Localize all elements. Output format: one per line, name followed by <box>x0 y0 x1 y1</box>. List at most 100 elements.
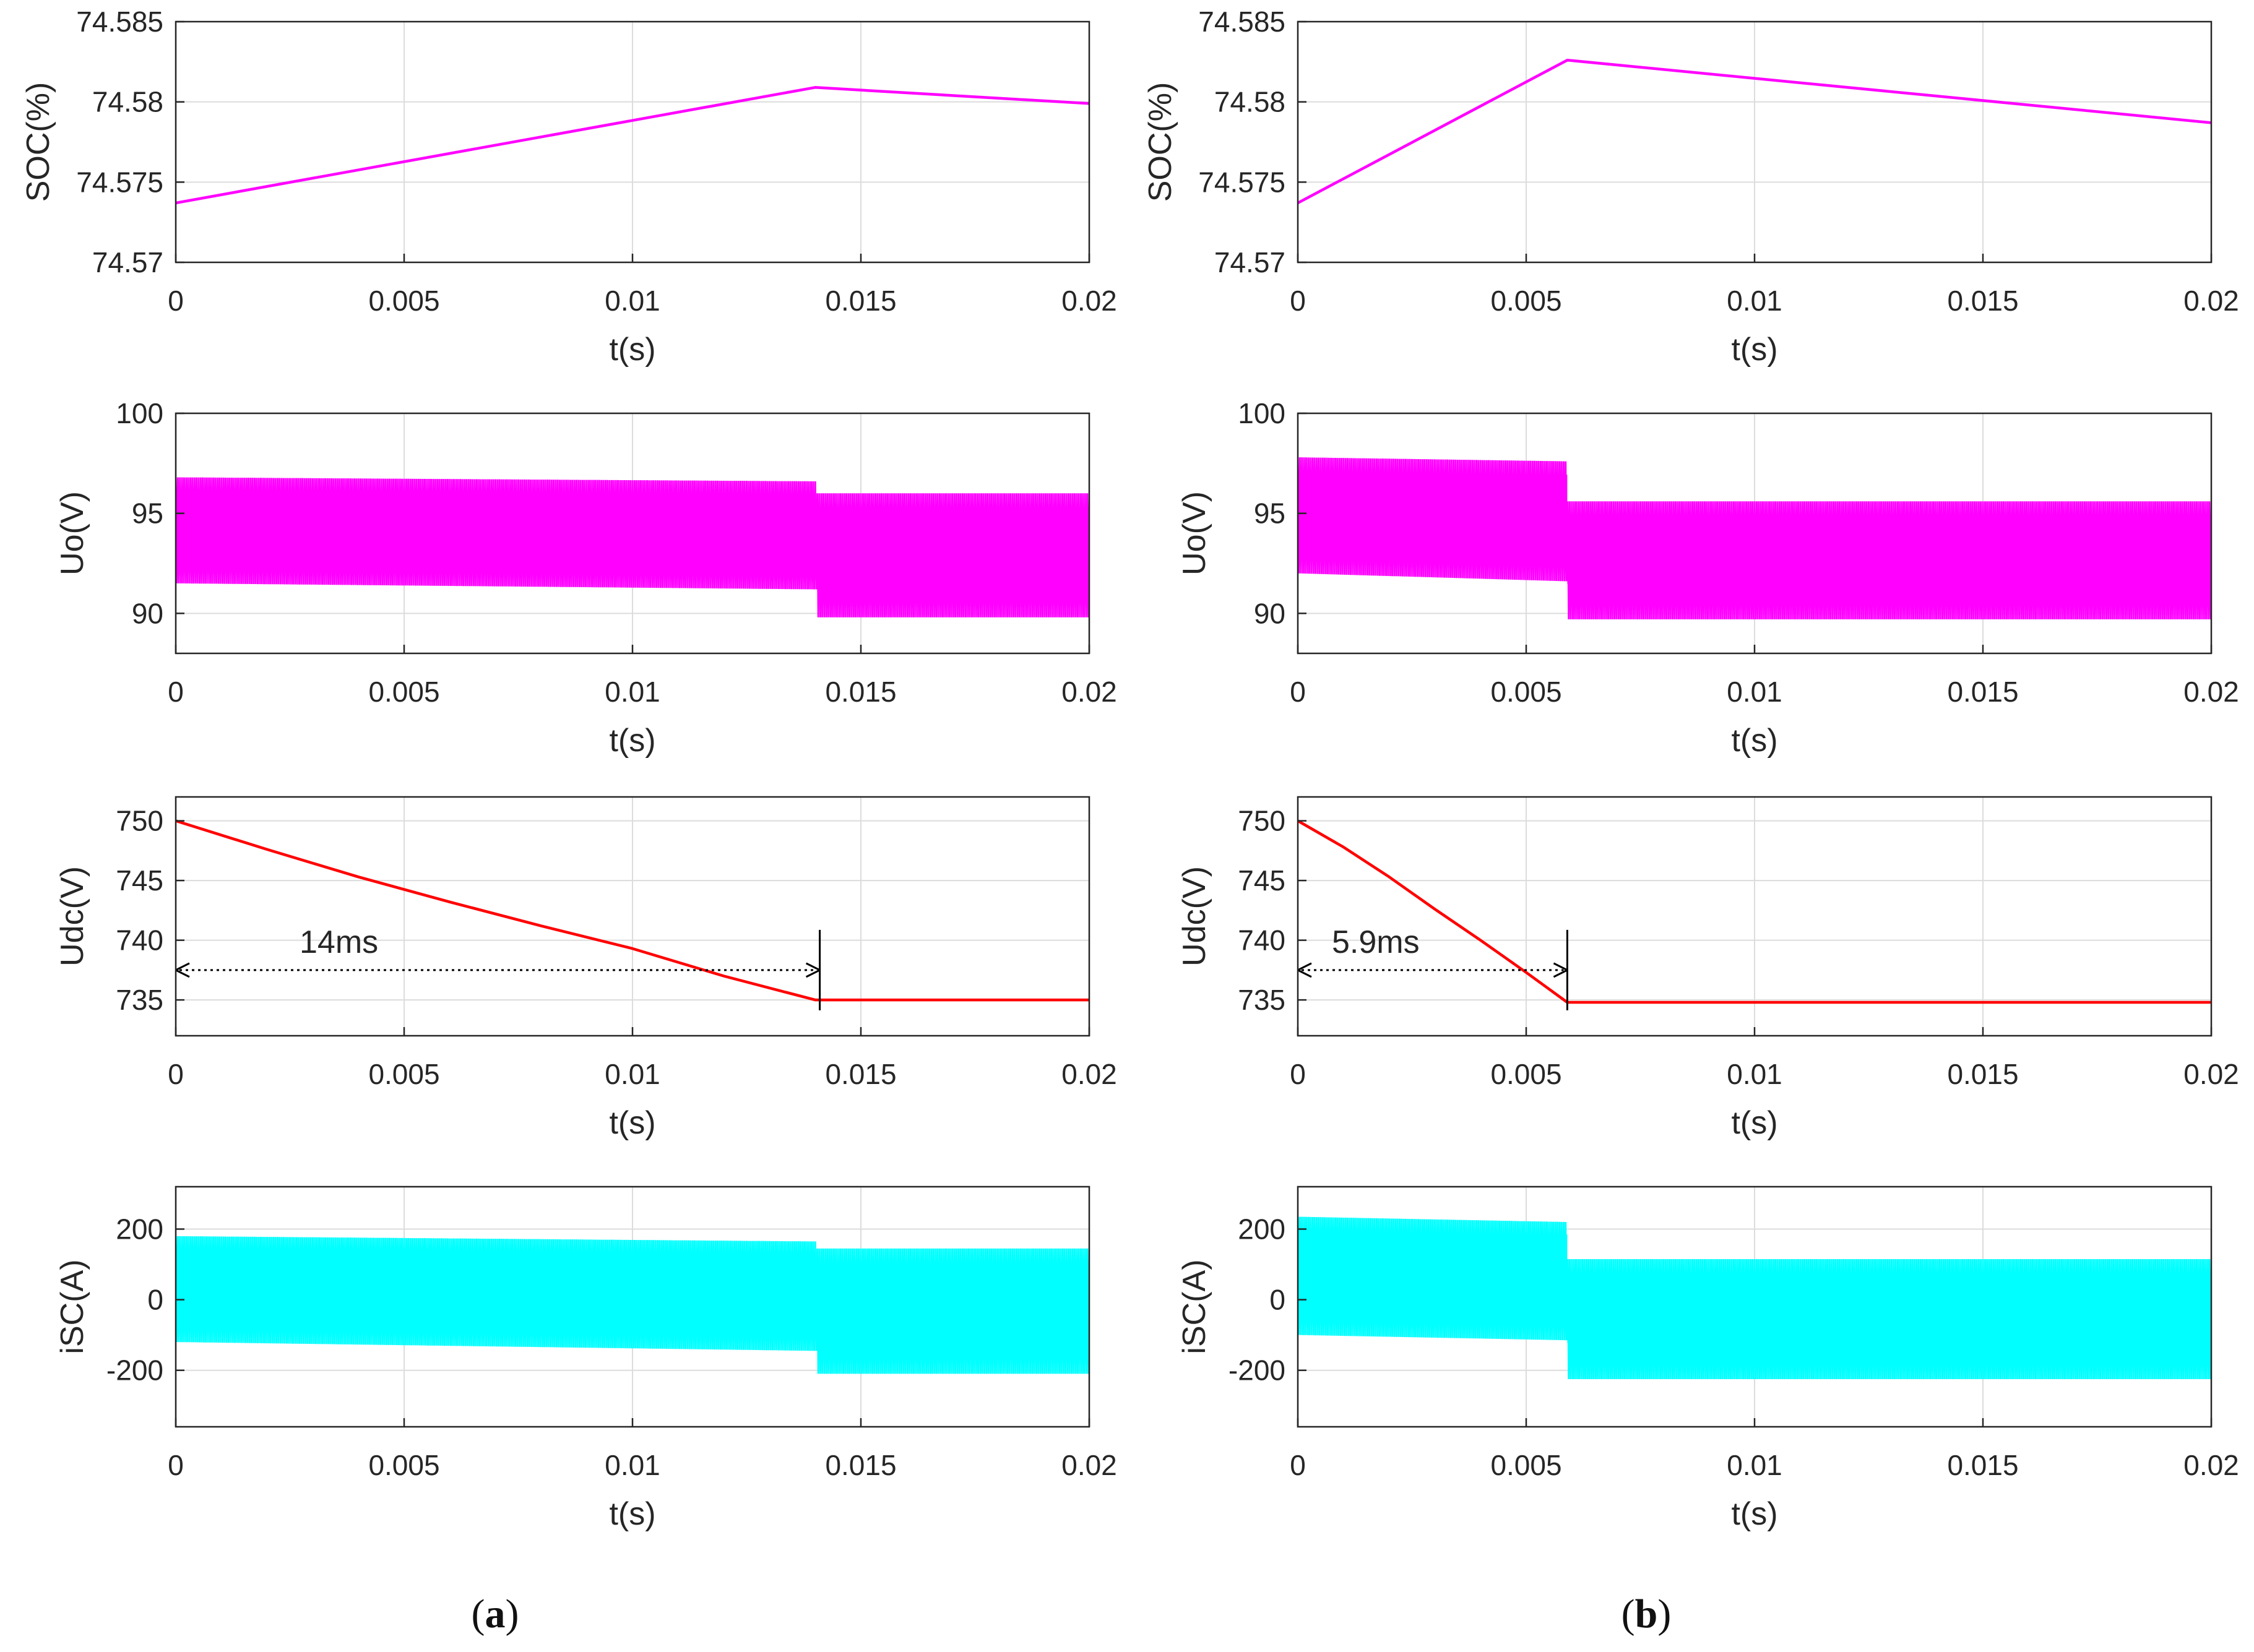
y-tick-label: 74.58 <box>92 86 163 118</box>
x-tick-label: 0.02 <box>1061 1449 1117 1481</box>
panel-label-letter: a <box>485 1591 506 1637</box>
x-tick-label: 0.01 <box>1727 1058 1782 1090</box>
y-tick-label: 90 <box>1254 597 1285 629</box>
panel-label-b: (b) <box>1621 1591 1672 1637</box>
subplot-a-2: 0 0.005 0.01 0.015 0.02 90 95 100 t(s) Uo(V) <box>54 397 1117 759</box>
x-tick-label: 0.015 <box>1947 676 2018 708</box>
x-tick-label: 0.015 <box>1947 285 2018 317</box>
x-axis-label: t(s) <box>609 1496 655 1532</box>
plot-content <box>176 819 1089 1002</box>
y-tick-label: 735 <box>1238 984 1285 1016</box>
arrow-head-left <box>175 962 190 978</box>
x-axis-label: t(s) <box>1731 332 1777 368</box>
x-tick-label: 0.015 <box>1947 1058 2018 1090</box>
x-axis-label: t(s) <box>1731 723 1777 759</box>
series-line-udc <box>176 819 1089 1002</box>
series-line-udc <box>1298 819 2211 1004</box>
y-axis-label: Uo(V) <box>54 491 90 575</box>
panel-label-a: (a) <box>472 1591 519 1637</box>
x-axis-label: t(s) <box>1731 1105 1777 1141</box>
y-tick-label: 740 <box>1238 924 1285 957</box>
y-tick-label: 750 <box>1238 805 1285 837</box>
x-tick-label: 0.005 <box>368 1058 439 1090</box>
y-axis-label: Uo(V) <box>1177 491 1212 575</box>
x-tick-label: 0 <box>1290 676 1306 708</box>
y-tick-label: 74.585 <box>76 6 163 38</box>
x-tick-label: 0 <box>1290 285 1306 317</box>
x-tick-label: 0.01 <box>1727 676 1782 708</box>
y-axis-label: Udc(V) <box>1177 866 1212 966</box>
x-tick-label: 0.005 <box>1490 1449 1561 1481</box>
subplot-a-3: 14ms 0 0.005 0.01 0.015 0.02 735 740 745 750 t(s) U… <box>54 796 1117 1141</box>
ripple-waveform <box>176 1236 1089 1374</box>
x-tick-label: 0.005 <box>368 676 439 708</box>
x-tick-label: 0.02 <box>2183 1449 2239 1481</box>
arrow-head-right <box>1553 962 1568 978</box>
y-tick-label: 0 <box>1269 1284 1285 1316</box>
x-tick-label: 0 <box>168 1058 184 1090</box>
y-axis-label: SOC(%) <box>1142 82 1178 202</box>
x-tick-label: 0.02 <box>1061 676 1117 708</box>
y-tick-label: 74.585 <box>1198 6 1285 38</box>
plot-content <box>1298 819 2211 1004</box>
plot-content <box>176 86 1089 205</box>
panel-label-close: ) <box>506 1591 519 1637</box>
x-tick-label: 0.015 <box>1947 1449 2018 1481</box>
y-tick-label: -200 <box>1228 1354 1285 1387</box>
subplot-a-4: 0 0.005 0.01 0.015 0.02 -200 0 200 t(s) iSC(A) <box>54 1185 1117 1532</box>
y-axis-label: SOC(%) <box>20 82 56 202</box>
x-axis-label: t(s) <box>609 332 655 368</box>
x-tick-label: 0.005 <box>1490 676 1561 708</box>
x-tick-label: 0.015 <box>825 1449 896 1481</box>
x-axis-label: t(s) <box>1731 1496 1777 1532</box>
y-axis-label: Udc(V) <box>54 866 90 966</box>
x-tick-label: 0 <box>168 676 184 708</box>
x-tick-label: 0.02 <box>1061 1058 1117 1090</box>
subplot-b-1: 0 0.005 0.01 0.015 0.02 74.57 74.575 74.58 74.58… <box>1142 6 2239 368</box>
y-tick-label: 100 <box>1238 397 1285 429</box>
y-tick-label: 100 <box>116 397 163 429</box>
x-tick-label: 0.01 <box>605 676 660 708</box>
x-tick-label: 0.015 <box>825 1058 896 1090</box>
y-axis-label: iSC(A) <box>54 1259 90 1354</box>
ripple-waveform <box>1298 457 2211 620</box>
y-tick-label: 90 <box>132 597 163 629</box>
series-line-soc <box>1298 58 2211 204</box>
x-tick-label: 0.01 <box>1727 1449 1782 1481</box>
plot-content <box>176 1236 1089 1374</box>
y-tick-label: 74.58 <box>1214 86 1285 118</box>
y-axis-label: iSC(A) <box>1177 1259 1212 1354</box>
x-tick-label: 0.02 <box>2183 1058 2239 1090</box>
ripple-waveform <box>176 477 1089 617</box>
duration-label: 14ms <box>300 924 378 960</box>
plot-content <box>1298 1216 2211 1380</box>
panel-label-open: ( <box>472 1591 485 1637</box>
subplot-b-4: 0 0.005 0.01 0.015 0.02 -200 0 200 t(s) iSC(A) <box>1177 1185 2239 1532</box>
plot-content <box>1298 58 2211 204</box>
x-axis-label: t(s) <box>609 723 655 759</box>
x-tick-label: 0 <box>1290 1058 1306 1090</box>
x-tick-label: 0 <box>168 1449 184 1481</box>
y-tick-label: 745 <box>116 864 163 897</box>
x-tick-label: 0.005 <box>1490 1058 1561 1090</box>
y-tick-label: 740 <box>116 924 163 957</box>
x-tick-label: 0.01 <box>605 1449 660 1481</box>
x-tick-label: 0.02 <box>2183 676 2239 708</box>
panel-label-close: ) <box>1657 1591 1671 1637</box>
y-tick-label: 74.575 <box>1198 166 1285 198</box>
plot-content <box>1298 457 2211 620</box>
subplot-b-3: 5.9ms 0 0.005 0.01 0.015 0.02 735 740 745 750 t(s)… <box>1177 796 2239 1141</box>
y-tick-label: 200 <box>116 1213 163 1245</box>
y-tick-label: 750 <box>116 805 163 837</box>
y-tick-label: 74.57 <box>1214 246 1285 278</box>
x-tick-label: 0.02 <box>1061 285 1117 317</box>
arrow-head-left <box>1297 962 1312 978</box>
y-tick-label: -200 <box>106 1354 163 1387</box>
subplot-a-1: 0 0.005 0.01 0.015 0.02 74.57 74.575 74.58 74.58… <box>20 6 1117 368</box>
panel-label-letter: b <box>1635 1591 1658 1637</box>
ripple-waveform <box>1298 1216 2211 1380</box>
x-axis-label: t(s) <box>609 1105 655 1141</box>
y-tick-label: 74.575 <box>76 166 163 198</box>
panel-label-open: ( <box>1621 1591 1635 1637</box>
